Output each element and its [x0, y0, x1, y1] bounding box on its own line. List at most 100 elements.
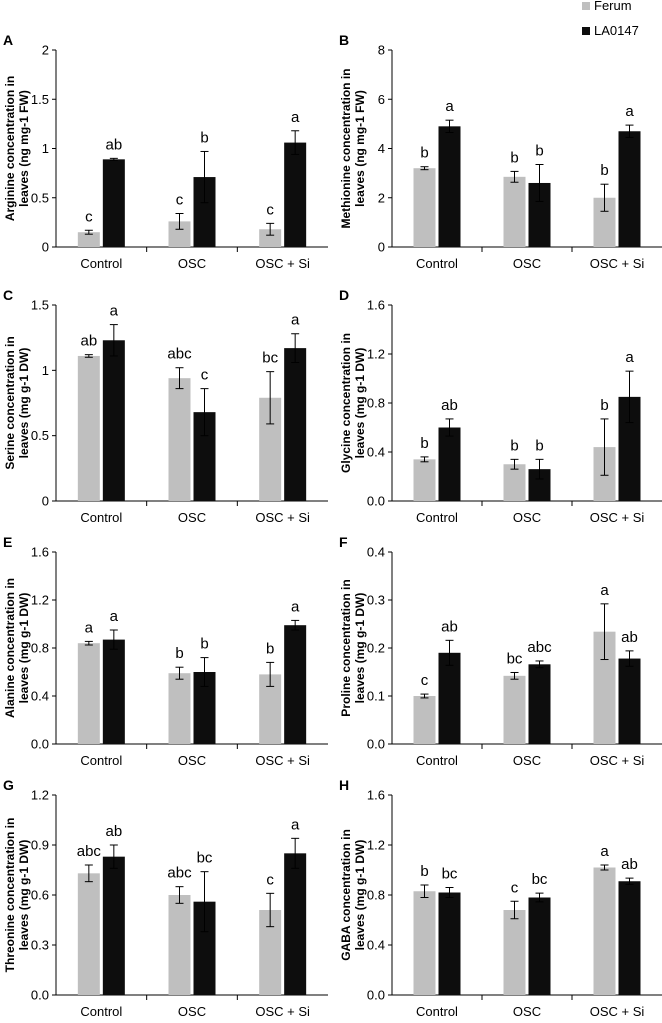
- y-tick-label-e-4: 1.6: [31, 545, 49, 560]
- significance-letter-f-1-0: bc: [507, 650, 523, 667]
- y-tick-label-g-4: 1.2: [31, 788, 49, 803]
- y-tick-label-c-3: 1.5: [31, 298, 49, 313]
- significance-letter-g-0-0: abc: [77, 843, 102, 860]
- y-axis-label-f-line2: leaves (mg g-1 DW): [353, 593, 367, 704]
- legend-la0147-swatch: [582, 26, 590, 35]
- y-tick-label-g-3: 0.9: [31, 838, 49, 853]
- x-tick-label-f-0: Control: [416, 753, 458, 768]
- x-tick-label-c-2: OSC + Si: [255, 510, 310, 525]
- bar-h-2-0: [593, 867, 616, 995]
- significance-letter-f-0-1: ab: [441, 618, 458, 635]
- y-tick-label-f-2: 0.2: [367, 641, 385, 656]
- bar-b-0-1: [438, 126, 461, 247]
- y-axis-label-e-line1: Alanine concentration in: [3, 578, 17, 718]
- significance-letter-f-2-0: a: [600, 582, 609, 599]
- y-tick-label-h-0: 0.0: [367, 988, 385, 1003]
- significance-letter-g-0-1: ab: [105, 823, 122, 840]
- significance-letter-g-2-0: c: [266, 871, 274, 888]
- significance-letter-b-1-0: b: [510, 149, 518, 166]
- legend-ferum-swatch: [582, 1, 590, 10]
- panel-letter-e: E: [3, 534, 12, 550]
- y-axis-label-b-line1: Methionine concentration in: [339, 68, 353, 228]
- significance-letter-b-2-0: b: [600, 162, 608, 179]
- significance-letter-h-0-0: b: [420, 863, 428, 880]
- x-tick-label-c-0: Control: [80, 510, 122, 525]
- y-tick-label-f-0: 0.0: [367, 737, 385, 752]
- x-tick-label-f-2: OSC + Si: [590, 753, 645, 768]
- legend-ferum-label: Ferum: [594, 0, 632, 13]
- significance-letter-a-0-1: ab: [105, 136, 122, 153]
- significance-letter-g-1-0: abc: [167, 865, 192, 882]
- legend-la0147: LA0147: [582, 23, 639, 38]
- significance-letter-c-2-1: a: [291, 312, 300, 329]
- significance-letter-e-1-0: b: [175, 645, 183, 662]
- significance-letter-h-0-1: bc: [442, 866, 458, 883]
- y-tick-label-c-2: 1: [42, 363, 49, 378]
- y-tick-label-b-4: 8: [378, 43, 385, 58]
- y-tick-label-b-1: 2: [378, 190, 385, 205]
- x-tick-label-g-0: Control: [80, 1004, 122, 1019]
- x-tick-label-a-2: OSC + Si: [255, 256, 310, 271]
- significance-letter-e-1-1: b: [200, 636, 208, 653]
- significance-letter-c-0-0: ab: [80, 333, 97, 350]
- bar-g-0-1: [102, 856, 125, 995]
- bar-h-0-1: [438, 892, 461, 995]
- bar-f-1-0: [503, 675, 526, 744]
- x-tick-label-g-2: OSC + Si: [255, 1004, 310, 1019]
- significance-letter-a-1-1: b: [200, 129, 208, 146]
- significance-letter-e-2-1: a: [291, 598, 300, 615]
- bar-g-2-0: [259, 910, 282, 995]
- y-axis-label-g-line2: leaves (mg g-1 DW): [17, 840, 31, 951]
- x-tick-label-a-1: OSC: [178, 256, 206, 271]
- y-tick-label-f-3: 0.3: [367, 593, 385, 608]
- bar-d-2-1: [618, 396, 641, 501]
- panel-letter-d: D: [339, 287, 349, 303]
- y-axis-label-d-line1: Glycine concentration in: [339, 333, 353, 473]
- significance-letter-a-2-0: c: [266, 201, 274, 218]
- significance-letter-e-0-1: a: [110, 608, 119, 625]
- bar-a-1-0: [168, 221, 191, 247]
- bar-h-1-0: [503, 910, 526, 995]
- significance-letter-d-2-1: a: [625, 349, 634, 366]
- y-tick-label-d-1: 0.4: [367, 445, 385, 460]
- y-tick-label-f-1: 0.1: [367, 689, 385, 704]
- significance-letter-c-2-0: bc: [262, 350, 278, 367]
- bar-g-0-0: [77, 873, 100, 995]
- y-tick-label-a-2: 1: [42, 141, 49, 156]
- legend-la0147-label: LA0147: [594, 23, 639, 38]
- x-tick-label-g-1: OSC: [178, 1004, 206, 1019]
- panel-letter-f: F: [339, 534, 348, 550]
- y-axis-label-e-line2: leaves (mg g-1 DW): [17, 593, 31, 704]
- x-tick-label-b-2: OSC + Si: [590, 256, 645, 271]
- significance-letter-d-2-0: b: [600, 397, 608, 414]
- y-tick-label-h-2: 0.8: [367, 888, 385, 903]
- x-tick-label-h-0: Control: [416, 1004, 458, 1019]
- bar-f-1-1: [528, 664, 551, 744]
- bar-e-1-0: [168, 673, 191, 744]
- bar-d-0-0: [413, 459, 436, 501]
- bar-a-2-1: [284, 142, 307, 247]
- significance-letter-c-1-1: c: [201, 367, 209, 384]
- bar-a-2-0: [259, 229, 282, 247]
- significance-letter-e-2-0: b: [266, 640, 274, 657]
- bar-e-2-0: [259, 674, 282, 744]
- bar-h-0-0: [413, 891, 436, 995]
- y-tick-label-e-2: 0.8: [31, 641, 49, 656]
- y-axis-label-c-line2: leaves (mg g-1 DW): [17, 348, 31, 459]
- y-tick-label-e-1: 0.4: [31, 689, 49, 704]
- bar-d-1-0: [503, 464, 526, 501]
- significance-letter-h-2-0: a: [600, 843, 609, 860]
- x-tick-label-f-1: OSC: [513, 753, 541, 768]
- x-tick-label-c-1: OSC: [178, 510, 206, 525]
- bar-c-0-0: [77, 355, 100, 501]
- significance-letter-h-1-0: c: [511, 879, 519, 896]
- significance-letter-h-1-1: bc: [532, 871, 548, 888]
- y-tick-label-f-4: 0.4: [367, 545, 385, 560]
- y-axis-label-d-line2: leaves (mg g-1 DW): [353, 348, 367, 459]
- y-tick-label-g-1: 0.3: [31, 938, 49, 953]
- y-tick-label-g-0: 0.0: [31, 988, 49, 1003]
- y-axis-label-h-line2: leaves (mg g-1 DW): [353, 840, 367, 951]
- x-tick-label-e-1: OSC: [178, 753, 206, 768]
- y-axis-label-c-line1: Serine concentration in: [3, 336, 17, 469]
